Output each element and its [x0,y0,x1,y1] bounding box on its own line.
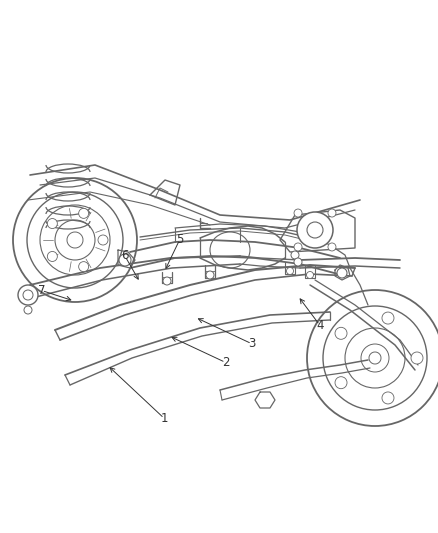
Circle shape [294,209,302,217]
Circle shape [307,222,323,238]
Circle shape [286,268,293,274]
Circle shape [206,271,214,279]
Circle shape [335,377,347,389]
Circle shape [79,208,88,219]
Text: 7: 7 [38,284,46,297]
Circle shape [47,219,57,229]
Circle shape [328,243,336,251]
Text: 4: 4 [316,319,324,332]
Circle shape [294,258,302,266]
Text: 3: 3 [248,337,255,350]
Circle shape [382,392,394,404]
Circle shape [335,327,347,340]
Circle shape [291,251,299,259]
Circle shape [98,235,108,245]
Circle shape [79,262,88,272]
Circle shape [23,290,33,300]
Circle shape [328,209,336,217]
Circle shape [119,254,131,266]
Text: 6: 6 [121,249,129,262]
Text: 1: 1 [160,412,168,425]
Circle shape [337,268,347,278]
Circle shape [47,252,57,262]
Circle shape [411,352,423,364]
Text: 5: 5 [176,233,183,246]
Text: 2: 2 [222,356,230,369]
Circle shape [163,277,171,285]
Circle shape [24,306,32,314]
Circle shape [382,312,394,324]
Circle shape [18,285,38,305]
Circle shape [297,212,333,248]
Circle shape [307,271,314,279]
Circle shape [294,243,302,251]
